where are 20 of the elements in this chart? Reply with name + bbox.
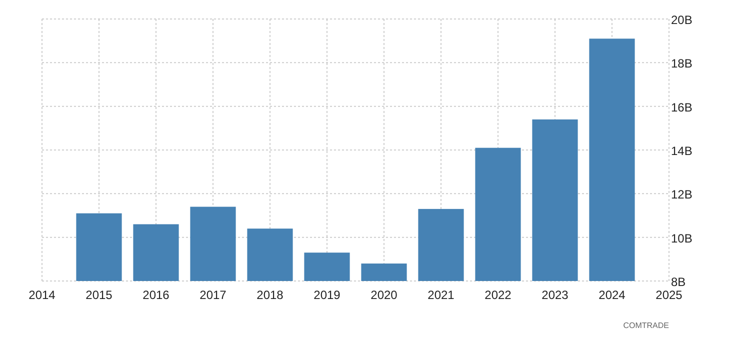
y-tick-label: 14B xyxy=(671,144,692,158)
x-tick-label: 2019 xyxy=(314,288,341,302)
text: COMTRADE xyxy=(623,321,669,330)
y-tick-label: 12B xyxy=(671,188,692,202)
y-tick-label: 10B xyxy=(671,231,692,246)
y-tick-label: 20B xyxy=(671,13,692,27)
x-tick-label: 2020 xyxy=(370,288,398,302)
y-tick-label: 18B xyxy=(671,56,692,71)
x-tick-label: 2015 xyxy=(86,288,113,302)
x-tick-label: 2024 xyxy=(598,288,626,302)
x-tick-label: 2023 xyxy=(542,288,569,302)
y-tick-label: 16B xyxy=(671,100,692,114)
x-tick-label: 2025 xyxy=(656,288,683,302)
x-tick-label: 2014 xyxy=(28,288,56,302)
x-tick-label: 2016 xyxy=(142,288,170,302)
x-tick-label: 2018 xyxy=(256,288,284,302)
x-tick-label: 2022 xyxy=(484,288,512,302)
x-tick-label: 2017 xyxy=(200,288,227,302)
y-tick-label: 8B xyxy=(671,275,686,289)
x-tick-label: 2021 xyxy=(428,288,455,302)
